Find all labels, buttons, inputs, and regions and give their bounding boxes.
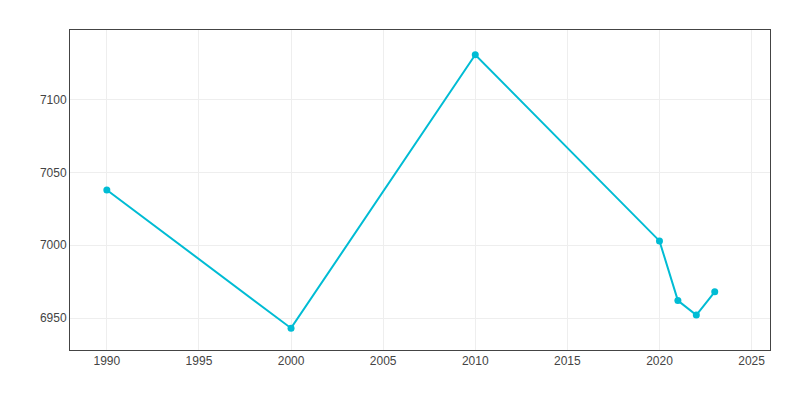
svg-text:1995: 1995 xyxy=(186,354,213,368)
svg-text:7000: 7000 xyxy=(40,238,67,252)
svg-text:6950: 6950 xyxy=(40,311,67,325)
svg-text:2025: 2025 xyxy=(738,354,765,368)
svg-text:2020: 2020 xyxy=(646,354,673,368)
svg-text:7050: 7050 xyxy=(40,166,67,180)
svg-text:2005: 2005 xyxy=(370,354,397,368)
svg-text:7100: 7100 xyxy=(40,93,67,107)
svg-text:2010: 2010 xyxy=(462,354,489,368)
svg-text:1990: 1990 xyxy=(93,354,120,368)
svg-text:2000: 2000 xyxy=(278,354,305,368)
svg-text:2015: 2015 xyxy=(554,354,581,368)
